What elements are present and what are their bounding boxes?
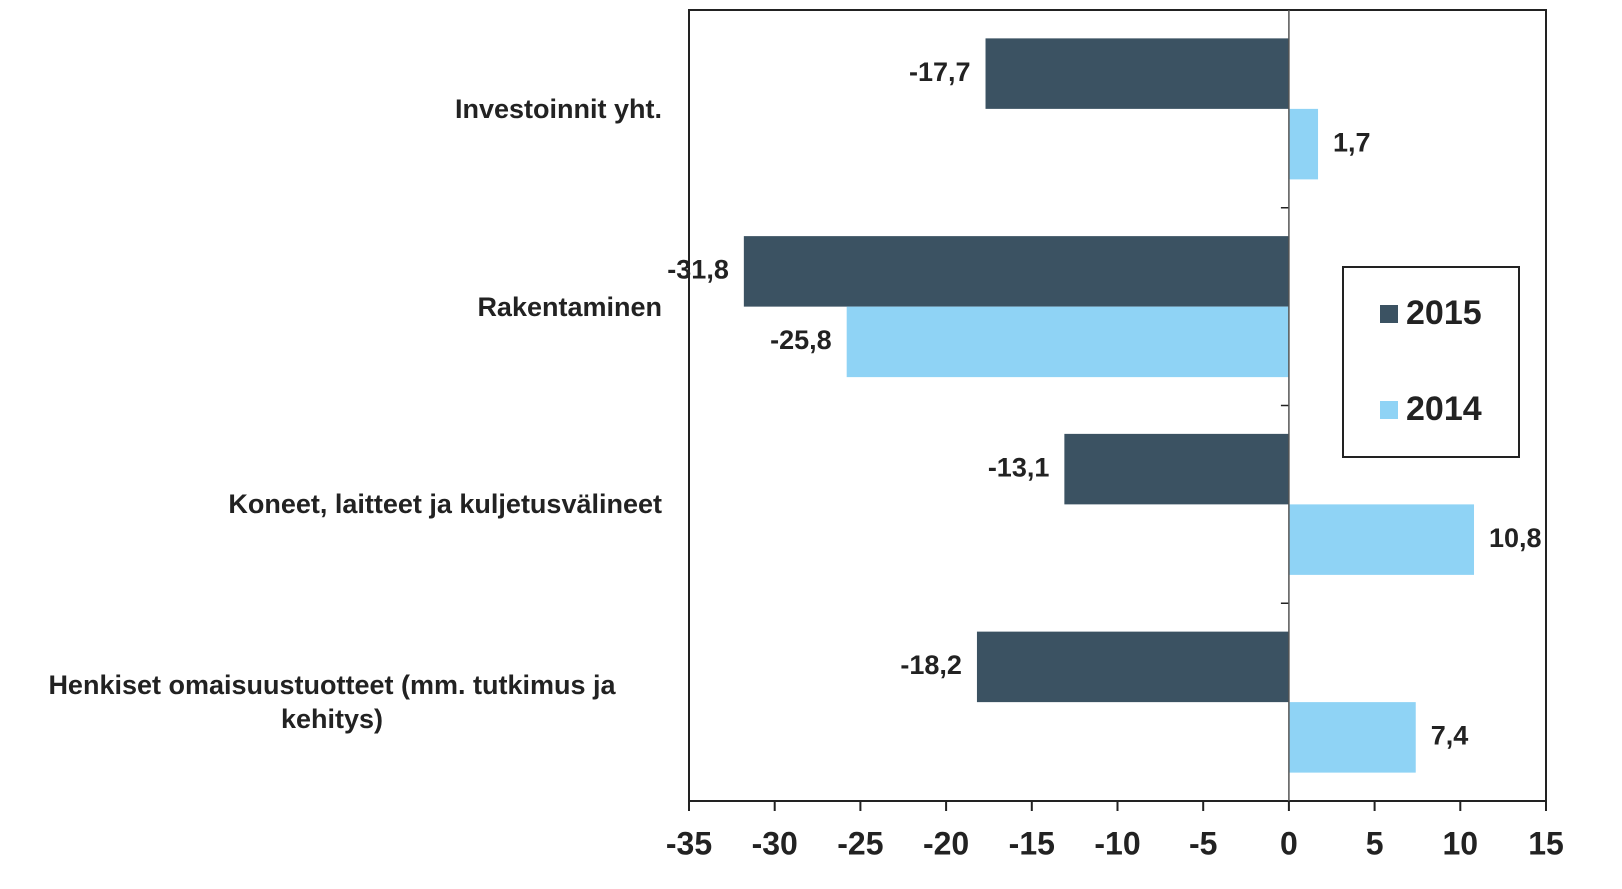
x-tick-label: 10 (1443, 825, 1479, 861)
x-tick-label: 5 (1366, 825, 1384, 861)
bar (846, 306, 1289, 378)
x-tick-label: 0 (1280, 825, 1298, 861)
data-label: 10,8 (1489, 523, 1542, 553)
data-label: 7,4 (1431, 721, 1469, 751)
x-tick-label: -5 (1189, 825, 1217, 861)
category-label-text: Rakentaminen (477, 291, 662, 322)
bar (1064, 433, 1289, 505)
category-label: Investoinnit yht. (2, 92, 662, 126)
bar (985, 38, 1289, 109)
x-tick-label: -20 (923, 825, 969, 861)
category-label-text: Henkiset omaisuustuotteet (mm. tutkimus … (48, 670, 616, 735)
data-label: -13,1 (988, 452, 1050, 482)
data-label: -31,8 (667, 255, 729, 285)
bar (976, 631, 1289, 703)
bar (1288, 702, 1416, 773)
x-tick-label: -30 (752, 825, 798, 861)
bar (1288, 108, 1319, 180)
category-label-text: Investoinnit yht. (454, 93, 662, 124)
legend-swatch (1380, 305, 1398, 323)
data-label: -25,8 (770, 325, 832, 355)
category-label: Rakentaminen (2, 290, 662, 324)
category-label: Henkiset omaisuustuotteet (mm. tutkimus … (2, 668, 662, 736)
legend-label: 2015 (1406, 294, 1482, 332)
category-label: Koneet, laitteet ja kuljetusvälineet (2, 487, 662, 521)
x-tick-label: -35 (666, 825, 712, 861)
bar (1288, 504, 1475, 575)
bar (743, 236, 1289, 307)
data-label: -17,7 (909, 57, 971, 87)
x-tick-label: -25 (837, 825, 883, 861)
data-label: -18,2 (900, 650, 962, 680)
legend-label: 2014 (1406, 390, 1482, 428)
legend-box (1342, 266, 1520, 458)
x-tick-label: -10 (1094, 825, 1140, 861)
x-tick-label: 15 (1528, 825, 1564, 861)
category-label-text: Koneet, laitteet ja kuljetusvälineet (228, 489, 662, 520)
data-label: 1,7 (1333, 127, 1371, 157)
legend-swatch (1380, 401, 1398, 419)
x-tick-label: -15 (1009, 825, 1055, 861)
